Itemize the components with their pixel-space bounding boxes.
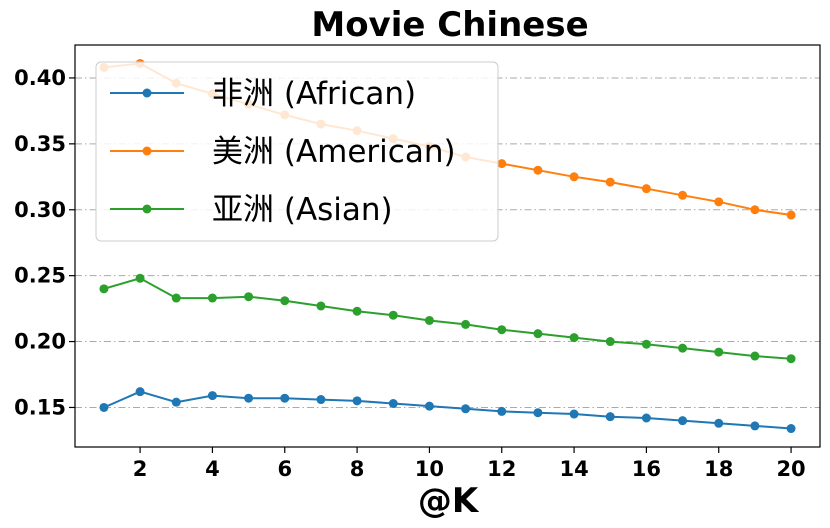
data-point bbox=[678, 416, 688, 426]
y-tick-label: 0.25 bbox=[14, 264, 66, 288]
x-tick-label: 16 bbox=[632, 457, 661, 481]
data-point bbox=[605, 412, 615, 422]
series-line bbox=[103, 390, 792, 430]
data-point bbox=[786, 424, 796, 434]
data-point bbox=[424, 401, 434, 411]
data-point bbox=[714, 347, 724, 357]
data-point bbox=[641, 339, 651, 349]
data-point bbox=[135, 387, 145, 397]
y-tick-label: 0.40 bbox=[14, 66, 66, 90]
legend-box bbox=[95, 61, 499, 242]
data-point bbox=[497, 159, 507, 169]
series bbox=[99, 273, 796, 364]
data-point bbox=[605, 337, 615, 347]
x-tick-label: 10 bbox=[415, 457, 444, 481]
x-axis-label: @K bbox=[418, 481, 480, 521]
data-point bbox=[569, 172, 579, 182]
data-point bbox=[388, 399, 398, 409]
y-tick-label: 0.15 bbox=[14, 395, 66, 419]
legend-marker bbox=[142, 146, 152, 156]
data-point bbox=[244, 292, 254, 302]
data-point bbox=[388, 310, 398, 320]
data-point bbox=[641, 184, 651, 194]
data-point bbox=[99, 284, 109, 294]
data-point bbox=[533, 408, 543, 418]
data-point bbox=[786, 354, 796, 364]
series bbox=[99, 387, 796, 434]
data-point bbox=[533, 165, 543, 175]
data-point bbox=[316, 395, 326, 405]
data-point bbox=[641, 413, 651, 423]
data-point bbox=[533, 329, 543, 339]
data-point bbox=[171, 397, 181, 407]
legend-entry: 非洲 (African) bbox=[110, 76, 416, 112]
x-tick-label: 6 bbox=[277, 457, 292, 481]
data-point bbox=[171, 293, 181, 303]
data-point bbox=[207, 391, 217, 401]
data-point bbox=[786, 210, 796, 220]
data-point bbox=[678, 343, 688, 353]
data-point bbox=[569, 333, 579, 343]
x-tick-label: 8 bbox=[350, 457, 365, 481]
data-point bbox=[750, 351, 760, 361]
legend-marker bbox=[142, 88, 152, 98]
x-tick-label: 2 bbox=[133, 457, 148, 481]
legend-label: 亚洲 (Asian) bbox=[212, 192, 393, 228]
chart-title: Movie Chinese bbox=[311, 5, 588, 45]
data-point bbox=[569, 409, 579, 419]
data-point bbox=[99, 402, 109, 412]
plot-frame bbox=[74, 44, 821, 448]
legend: 非洲 (African) 美洲 (American) 亚洲 (Asian) bbox=[95, 61, 499, 242]
data-point bbox=[244, 393, 254, 403]
data-point bbox=[316, 301, 326, 311]
data-point bbox=[352, 396, 362, 406]
data-point bbox=[424, 315, 434, 325]
legend-label: 非洲 (African) bbox=[212, 76, 416, 112]
x-tick-label: 18 bbox=[704, 457, 733, 481]
data-point bbox=[497, 406, 507, 416]
legend-entry: 亚洲 (Asian) bbox=[110, 192, 393, 228]
legend-entry: 美洲 (American) bbox=[110, 134, 456, 170]
data-point bbox=[207, 293, 217, 303]
data-point bbox=[714, 197, 724, 207]
x-tick-label: 14 bbox=[559, 457, 588, 481]
y-tick-label: 0.20 bbox=[14, 330, 66, 354]
y-tick-label: 0.35 bbox=[14, 132, 66, 156]
data-point bbox=[461, 404, 471, 414]
data-point bbox=[280, 393, 290, 403]
data-point bbox=[678, 190, 688, 200]
data-point bbox=[280, 296, 290, 306]
series-line bbox=[103, 277, 792, 360]
data-point bbox=[461, 319, 471, 329]
x-tick-label: 4 bbox=[205, 457, 220, 481]
y-tick-label: 0.30 bbox=[14, 198, 66, 222]
x-tick-label: 20 bbox=[776, 457, 805, 481]
data-point bbox=[714, 418, 724, 428]
x-tick-label: 12 bbox=[487, 457, 516, 481]
ticks: 0.15 0.20 0.25 0.30 0.35 0.40 2 4 6 8 10 12 14 16 18 20 bbox=[14, 66, 806, 481]
data-point bbox=[750, 421, 760, 431]
legend-label: 美洲 (American) bbox=[212, 134, 456, 170]
legend-marker bbox=[142, 204, 152, 214]
data-point bbox=[352, 306, 362, 316]
data-point bbox=[605, 177, 615, 187]
data-point bbox=[750, 205, 760, 215]
data-point bbox=[135, 273, 145, 283]
data-point bbox=[497, 325, 507, 335]
